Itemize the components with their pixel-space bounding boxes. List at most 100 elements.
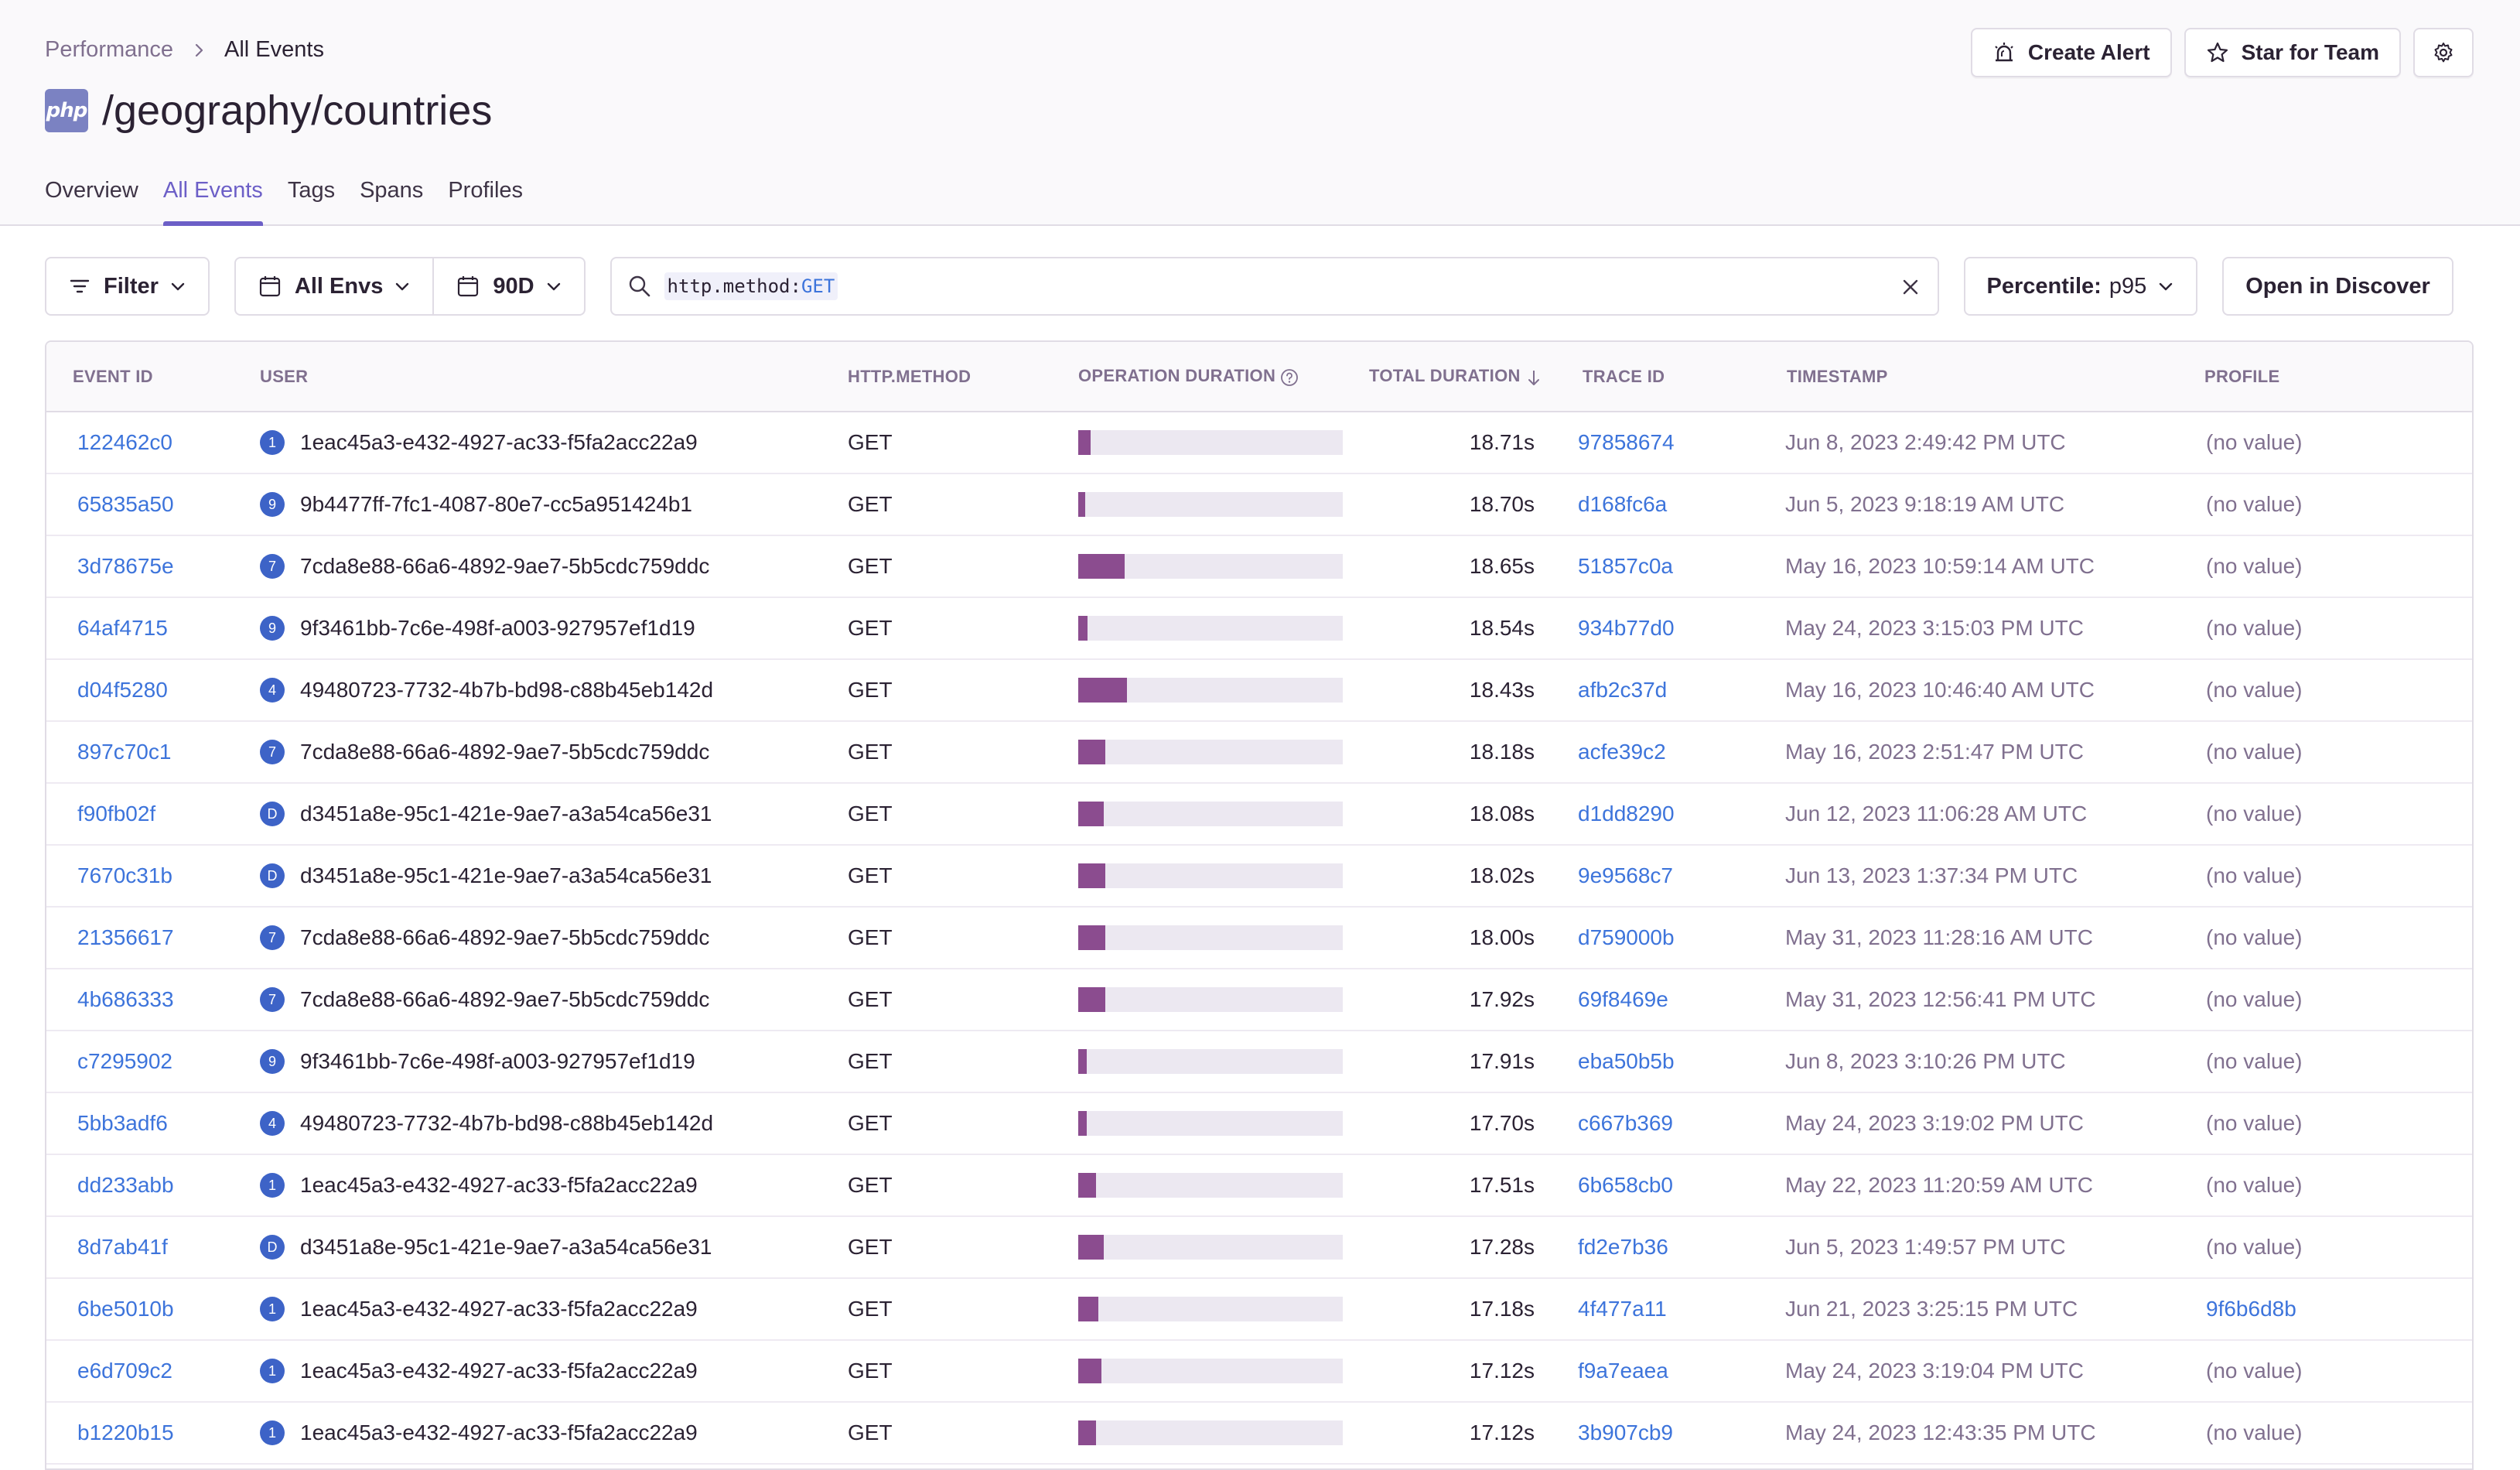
user-cell: 9 9f3461bb-7c6e-498f-a003-927957ef1d19	[234, 597, 821, 659]
profile-value: (no value)	[2206, 430, 2303, 454]
event-id-link[interactable]: 8d7ab41f	[77, 1235, 168, 1259]
star-for-team-button[interactable]: Star for Team	[2184, 28, 2401, 77]
operation-duration-bar[interactable]	[1078, 678, 1343, 703]
operation-duration-bar[interactable]	[1078, 1420, 1343, 1445]
timestamp: May 24, 2023 3:15:03 PM UTC	[1785, 616, 2084, 640]
event-id-link[interactable]: 5bb3adf6	[77, 1111, 168, 1135]
operation-duration-fill	[1078, 1420, 1096, 1445]
trace-id-link[interactable]: 51857c0a	[1578, 554, 1674, 578]
column-header-total-duration[interactable]: Total Duration	[1343, 342, 1556, 412]
tab-tags[interactable]: Tags	[287, 178, 336, 203]
trace-id-link[interactable]: fd2e7b36	[1578, 1235, 1668, 1259]
operation-duration-bar[interactable]	[1078, 1297, 1343, 1321]
close-icon[interactable]	[1900, 277, 1921, 297]
percentile-dropdown[interactable]: Percentile: p95	[1963, 257, 2198, 316]
operation-duration-bar[interactable]	[1078, 1111, 1343, 1136]
user-cell: 1 1eac45a3-e432-4927-ac33-f5fa2acc22a9	[234, 412, 821, 473]
total-duration-label: Total Duration	[1369, 366, 1521, 386]
trace-id-link[interactable]: 3b907cb9	[1578, 1420, 1674, 1444]
http-method: GET	[848, 1297, 893, 1321]
column-header-event-id[interactable]: Event ID	[73, 366, 153, 386]
trace-id-link[interactable]: 97858674	[1578, 430, 1675, 454]
event-id-link[interactable]: dd233abb	[77, 1173, 174, 1197]
timestamp: Jun 5, 2023 1:49:57 PM UTC	[1785, 1235, 2066, 1259]
trace-id-link[interactable]: acfe39c2	[1578, 740, 1666, 764]
timestamp: Jun 12, 2023 11:06:28 AM UTC	[1785, 802, 2088, 826]
operation-duration-fill	[1078, 678, 1128, 703]
operation-duration-cell	[1052, 412, 1343, 473]
profile-value: (no value)	[2206, 492, 2303, 516]
operation-duration-bar[interactable]	[1078, 925, 1343, 950]
operation-duration-bar[interactable]	[1078, 492, 1343, 517]
event-id-link[interactable]: 897c70c1	[77, 740, 172, 764]
operation-duration-bar[interactable]	[1078, 554, 1343, 579]
trace-id-link[interactable]: 4f477a11	[1578, 1297, 1667, 1321]
column-header-http-method[interactable]: http.method	[848, 366, 971, 386]
trace-id-link[interactable]: 934b77d0	[1578, 616, 1675, 640]
event-id-link[interactable]: 65835a50	[77, 492, 174, 516]
user-id: 7cda8e88-66a6-4892-9ae7-5b5cdc759ddc	[300, 740, 710, 764]
total-duration: 17.18s	[1469, 1297, 1535, 1321]
settings-button[interactable]	[2413, 28, 2474, 77]
event-id-link[interactable]: f90fb02f	[77, 802, 156, 826]
tab-overview[interactable]: Overview	[45, 178, 138, 203]
search-input[interactable]: http.method:GET	[610, 257, 1939, 316]
event-id-link[interactable]: e6d709c2	[77, 1359, 173, 1383]
trace-id-link[interactable]: c667b369	[1578, 1111, 1674, 1135]
tab-all-events[interactable]: All Events	[162, 175, 263, 226]
help-icon[interactable]	[1280, 368, 1299, 387]
trace-id-link[interactable]: d168fc6a	[1578, 492, 1668, 516]
event-id-link[interactable]: 122462c0	[77, 430, 173, 454]
operation-duration-bar[interactable]	[1078, 740, 1343, 764]
avatar: 4	[260, 678, 285, 703]
column-header-operation-duration[interactable]: Operation Duration	[1052, 342, 1343, 412]
trace-id-link[interactable]: eba50b5b	[1578, 1049, 1675, 1073]
operation-duration-bar[interactable]	[1078, 1359, 1343, 1383]
trace-id-link[interactable]: d759000b	[1578, 925, 1675, 949]
operation-duration-bar[interactable]	[1078, 616, 1343, 641]
operation-duration-bar[interactable]	[1078, 430, 1343, 455]
operation-duration-bar[interactable]	[1078, 1173, 1343, 1198]
event-id-link[interactable]: b1220b15	[77, 1420, 174, 1444]
column-header-profile[interactable]: Profile	[2204, 366, 2280, 386]
avatar: 1	[260, 1173, 285, 1198]
http-method: GET	[848, 1359, 893, 1383]
event-id-link[interactable]: 21356617	[77, 925, 174, 949]
event-id-link[interactable]: c7295902	[77, 1049, 173, 1073]
trace-id-link[interactable]: 6b658cb0	[1578, 1173, 1674, 1197]
user-cell: 4 49480723-7732-4b7b-bd98-c88b45eb142d	[234, 659, 821, 721]
operation-duration-bar[interactable]	[1078, 1049, 1343, 1074]
operation-duration-cell	[1052, 1092, 1343, 1154]
event-id-link[interactable]: 6be5010b	[77, 1297, 174, 1321]
event-id-link[interactable]: 7670c31b	[77, 863, 173, 887]
trace-id-link[interactable]: d1dd8290	[1578, 802, 1675, 826]
column-header-user[interactable]: User	[260, 366, 309, 386]
trace-id-link[interactable]: f9a7eaea	[1578, 1359, 1668, 1383]
operation-duration-bar[interactable]	[1078, 802, 1343, 826]
total-duration: 18.65s	[1469, 554, 1535, 578]
event-id-link[interactable]: 4b686333	[77, 987, 174, 1011]
event-id-link[interactable]: d04f5280	[77, 678, 168, 702]
tab-spans[interactable]: Spans	[360, 178, 424, 203]
environment-dropdown[interactable]: All Envs	[234, 257, 435, 316]
event-id-link[interactable]: 64af4715	[77, 616, 168, 640]
operation-duration-bar[interactable]	[1078, 863, 1343, 888]
operation-duration-fill	[1078, 740, 1106, 764]
event-id-link[interactable]: 3d78675e	[77, 554, 174, 578]
period-dropdown[interactable]: 90D	[434, 257, 586, 316]
column-header-trace-id[interactable]: Trace ID	[1583, 366, 1665, 386]
create-alert-button[interactable]: Create Alert	[1970, 28, 2172, 77]
trace-id-link[interactable]: afb2c37d	[1578, 678, 1668, 702]
tab-profiles[interactable]: Profiles	[448, 178, 524, 203]
trace-id-link[interactable]: 9e9568c7	[1578, 863, 1674, 887]
column-header-timestamp[interactable]: Timestamp	[1787, 366, 1888, 386]
breadcrumb-performance[interactable]: Performance	[45, 37, 174, 62]
operation-duration-bar[interactable]	[1078, 1235, 1343, 1260]
open-in-discover-button[interactable]: Open in Discover	[2222, 257, 2453, 316]
trace-id-link[interactable]: 69f8469e	[1578, 987, 1668, 1011]
search-token[interactable]: http.method:GET	[664, 272, 838, 300]
profile-value: (no value)	[2206, 925, 2303, 949]
operation-duration-bar[interactable]	[1078, 987, 1343, 1012]
profile-link[interactable]: 9f6b6d8b	[2206, 1297, 2296, 1321]
filter-dropdown[interactable]: Filter	[45, 257, 210, 316]
